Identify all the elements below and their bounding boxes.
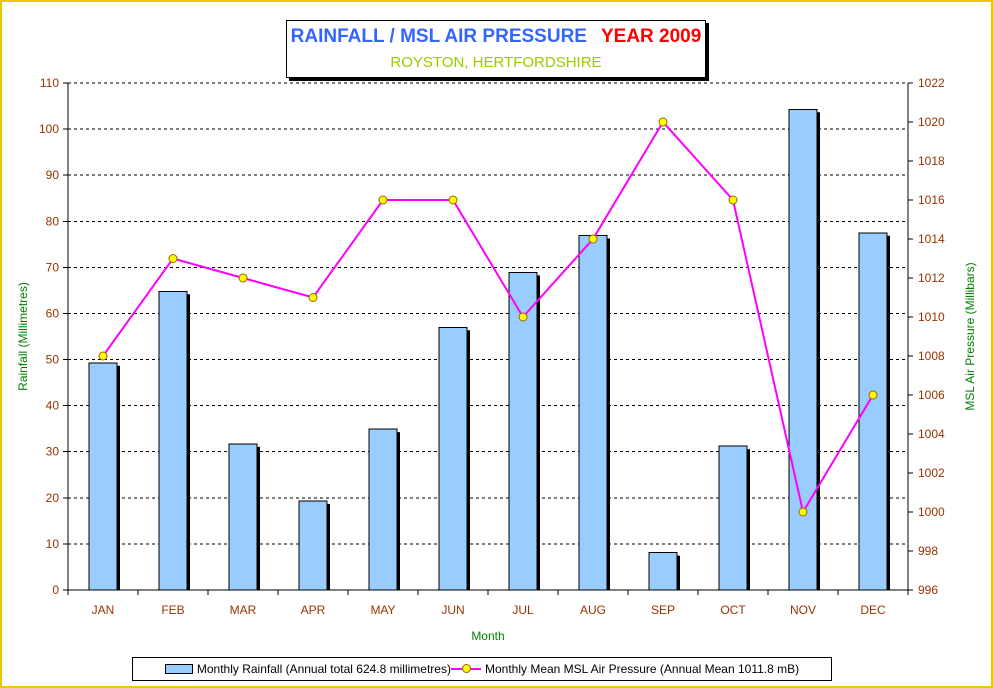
y-tick-label-right: 1010: [918, 310, 945, 324]
y-tick-label-left: 70: [46, 260, 60, 274]
pressure-point-jan: [98, 351, 108, 361]
y-tick-label-right: 996: [918, 583, 938, 597]
y-axis-title-left: Rainfall (Millimetres): [16, 282, 30, 391]
y-tick-label-right: 1018: [918, 154, 945, 168]
legend-bar-swatch: [164, 664, 193, 674]
y-tick-label-left: 80: [46, 214, 60, 228]
pressure-point-feb: [168, 254, 178, 263]
pressure-point-may: [378, 195, 388, 205]
x-tick-label-jul: JUL: [512, 603, 534, 617]
x-tick-label-apr: APR: [301, 603, 326, 617]
bar-nov: [788, 108, 818, 591]
x-tick-label-mar: MAR: [230, 603, 257, 617]
pressure-point-dec: [868, 390, 878, 400]
pressure-point-oct: [728, 195, 738, 205]
y-tick-label-right: 1014: [918, 232, 945, 246]
chart-title: RAINFALL / MSL AIR PRESSURE YEAR 2009: [287, 26, 705, 48]
x-axis-title: Month: [471, 629, 504, 643]
y-axis-title-right: MSL Air Pressure (Millibars): [963, 262, 977, 410]
bar-jul: [508, 271, 538, 591]
pressure-point-jun: [448, 195, 458, 205]
legend-label-rainfall: Monthly Rainfall (Annual total 624.8 mil…: [196, 662, 451, 676]
y-tick-label-left: 100: [39, 122, 59, 136]
pressure-point-mar: [238, 273, 248, 283]
pressure-point-jul: [518, 312, 528, 322]
bar-oct: [718, 445, 748, 591]
bar-jan: [88, 362, 118, 591]
y-tick-label-right: 1022: [918, 76, 945, 90]
bar-may: [368, 428, 398, 591]
chart-legend: Monthly Rainfall (Annual total 624.8 mil…: [132, 657, 832, 681]
y-tick-label-left: 40: [46, 399, 60, 413]
pressure-point-nov: [798, 507, 808, 517]
pressure-point-apr: [308, 293, 318, 302]
y-tick-label-right: 1012: [918, 271, 945, 285]
y-tick-label-left: 90: [46, 168, 60, 182]
bar-jun: [438, 326, 468, 591]
bar-mar: [228, 443, 258, 591]
x-tick-label-nov: NOV: [790, 603, 816, 617]
legend-item-pressure: Monthly Mean MSL Air Pressure (Annual Me…: [450, 662, 800, 676]
bar-feb: [158, 290, 188, 591]
x-tick-label-jan: JAN: [92, 603, 115, 617]
x-tick-label-may: MAY: [370, 603, 395, 617]
legend-item-rainfall: Monthly Rainfall (Annual total 624.8 mil…: [164, 662, 451, 676]
x-tick-label-dec: DEC: [860, 603, 886, 617]
legend-line-swatch: [450, 664, 481, 674]
x-tick-label-sep: SEP: [651, 603, 675, 617]
y-tick-label-left: 110: [40, 76, 59, 90]
y-tick-label-right: 1020: [918, 115, 945, 129]
bar-apr: [298, 500, 328, 591]
y-tick-label-left: 50: [46, 353, 60, 367]
y-tick-label-right: 1002: [918, 466, 945, 480]
x-tick-label-aug: AUG: [580, 603, 606, 617]
x-tick-label-oct: OCT: [720, 603, 746, 617]
bar-sep: [648, 552, 678, 591]
y-tick-label-right: 1004: [918, 427, 945, 441]
y-tick-label-left: 0: [52, 583, 59, 597]
y-tick-label-right: 1008: [918, 349, 945, 363]
y-tick-label-left: 60: [46, 306, 60, 320]
bar-aug: [578, 235, 608, 591]
y-tick-label-left: 10: [46, 537, 60, 551]
chart-title-box: RAINFALL / MSL AIR PRESSURE YEAR 2009 ROY…: [286, 20, 706, 78]
x-tick-label-feb: FEB: [161, 603, 184, 617]
pressure-line: [102, 120, 874, 515]
y-tick-label-left: 20: [46, 491, 60, 505]
y-tick-label-left: 30: [46, 445, 60, 459]
pressure-point-aug: [588, 234, 598, 244]
chart-subtitle: ROYSTON, HERTFORDSHIRE: [390, 54, 602, 71]
legend-label-pressure: Monthly Mean MSL Air Pressure (Annual Me…: [484, 662, 800, 676]
chart-title-year: YEAR 2009: [600, 26, 702, 47]
pressure-point-sep: [658, 117, 668, 127]
chart-title-main: RAINFALL / MSL AIR PRESSURE: [290, 26, 587, 47]
y-tick-label-right: 1006: [918, 388, 945, 402]
y-tick-label-right: 998: [918, 544, 938, 558]
y-tick-label-right: 1000: [918, 505, 945, 519]
x-tick-label-jun: JUN: [441, 603, 464, 617]
y-tick-label-right: 1016: [918, 193, 945, 207]
